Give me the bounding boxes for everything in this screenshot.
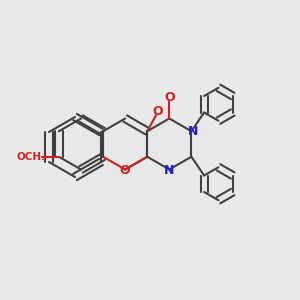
Text: O: O <box>120 164 130 178</box>
Text: O: O <box>152 105 163 118</box>
Text: O: O <box>164 91 175 104</box>
Text: N: N <box>188 125 198 138</box>
Text: OCH₃: OCH₃ <box>16 152 46 162</box>
Text: N: N <box>164 164 175 178</box>
